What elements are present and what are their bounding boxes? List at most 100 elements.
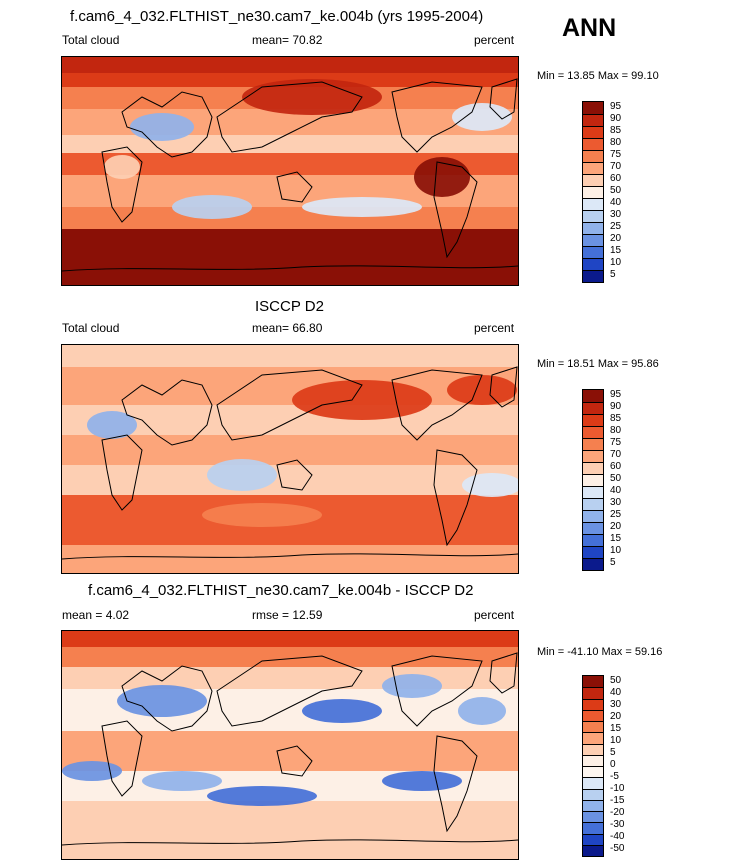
colorbar-swatch [583,833,603,845]
field-blob [202,503,322,527]
panel-1-map [61,56,519,286]
colorbar-label: 85 [610,413,622,424]
field-blob [172,195,252,219]
colorbar-label: -15 [610,795,625,806]
colorbar-label: 30 [610,497,622,508]
colorbar-label: 85 [610,125,622,136]
colorbar-swatch [583,258,603,270]
coastline [433,161,478,259]
colorbar-swatch [583,450,603,462]
colorbar-label: -30 [610,819,625,830]
colorbar-swatch [583,234,603,246]
field-blob [207,459,277,491]
colorbar-label: 50 [610,473,622,484]
field-blob [302,699,382,723]
colorbar-swatch [583,534,603,546]
field-band [62,667,518,689]
panel-1-colorbar [582,101,604,283]
colorbar-swatch [583,402,603,414]
field-band [62,435,518,465]
colorbar-swatch [583,743,603,755]
colorbar-swatch [583,270,603,282]
panel-1-minmax: Min = 13.85 Max = 99.10 [537,70,659,82]
field-band [62,801,518,859]
panel-1-units: percent [474,33,515,47]
colorbar-swatch [583,222,603,234]
field-blob [382,674,442,698]
colorbar-swatch [583,732,603,744]
panel-2-map-field [62,345,518,573]
colorbar-label: 40 [610,687,622,698]
field-blob [62,761,122,781]
colorbar-swatch [583,498,603,510]
coastline [433,449,478,547]
field-band [62,631,518,647]
colorbar-label: 60 [610,461,622,472]
field-band [62,545,518,573]
coastline [276,459,313,491]
field-blob [382,771,462,791]
coastline [391,81,483,153]
colorbar-swatch [583,162,603,174]
colorbar-label: 90 [610,113,622,124]
colorbar-label: 80 [610,425,622,436]
coastline [276,745,313,777]
panel-1-mean: mean= 70.82 [252,33,323,47]
field-blob [142,771,222,791]
coastline [216,369,363,441]
coastline [433,735,478,833]
field-blob [302,197,422,217]
colorbar-label: 95 [610,101,622,112]
colorbar-swatch [583,426,603,438]
colorbar-swatch [583,486,603,498]
field-band [62,207,518,229]
colorbar-swatch [583,721,603,733]
field-band [62,345,518,367]
colorbar-swatch [583,754,603,766]
coastline [101,146,143,223]
coastline [62,265,518,272]
panel-2-map [61,344,519,574]
colorbar-label: -10 [610,783,625,794]
field-blob [117,685,207,717]
field-blob [447,375,517,405]
colorbar-swatch [583,777,603,789]
panel-1-title: f.cam6_4_032.FLTHIST_ne30.cam7_ke.004b (… [70,8,484,25]
colorbar-label: 20 [610,521,622,532]
colorbar-label: 25 [610,509,622,520]
field-blob [104,155,140,179]
colorbar-label: -50 [610,843,625,854]
field-band [62,465,518,495]
colorbar-swatch [583,766,603,778]
colorbar-label: 75 [610,149,622,160]
field-blob [452,103,512,131]
panel-2-title: ISCCP D2 [255,298,324,315]
field-band [62,229,518,285]
colorbar-swatch [583,246,603,258]
panel-2-colorbar [582,389,604,571]
colorbar-label: 15 [610,723,622,734]
panel-2-mean: mean= 66.80 [252,321,323,335]
colorbar-swatch [583,558,603,570]
field-blob [292,380,432,420]
colorbar-label: 15 [610,533,622,544]
coastline [489,78,518,120]
coastline [216,81,363,153]
field-blob [207,786,317,806]
colorbar-label: 10 [610,545,622,556]
colorbar-swatch [583,150,603,162]
colorbar-swatch [583,462,603,474]
colorbar-label: 10 [610,735,622,746]
colorbar-label: 15 [610,245,622,256]
colorbar-swatch [583,546,603,558]
field-blob [242,79,382,115]
colorbar-label: 70 [610,449,622,460]
colorbar-swatch [583,174,603,186]
colorbar-label: 40 [610,485,622,496]
field-blob [87,411,137,439]
colorbar-swatch [583,438,603,450]
coastline [276,171,313,203]
colorbar-label: 40 [610,197,622,208]
colorbar-swatch [583,414,603,426]
colorbar-swatch [583,822,603,834]
